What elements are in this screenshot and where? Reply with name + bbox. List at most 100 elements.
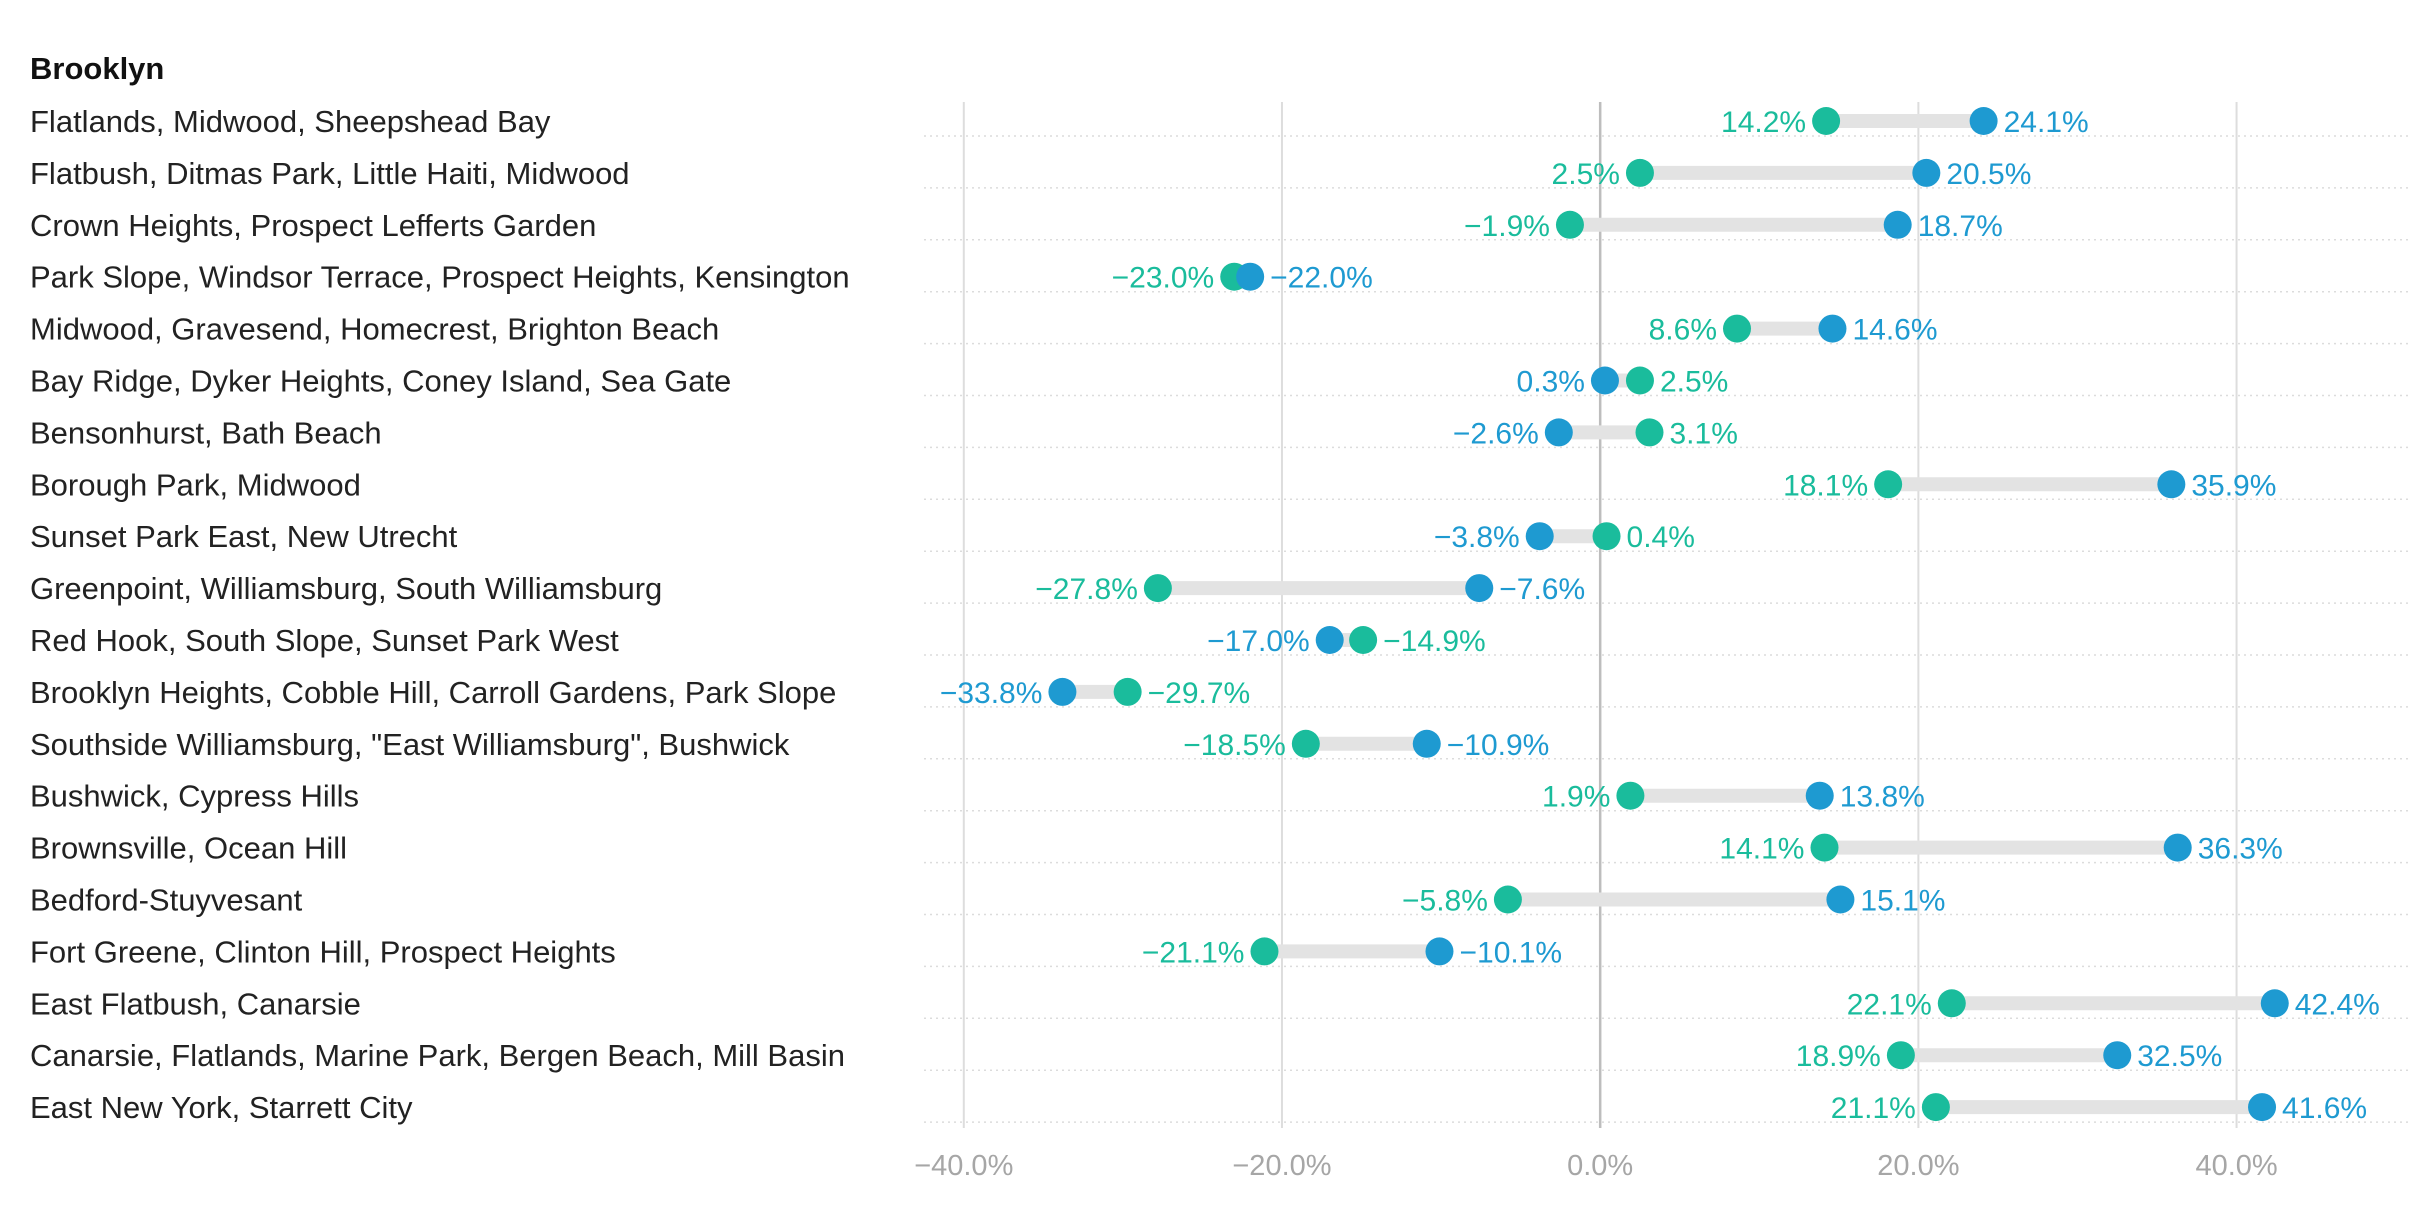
- grid-layer: [924, 102, 2410, 1128]
- x-axis-ticks: −40.0% −20.0% 0.0% 20.0% 40.0%: [914, 1150, 2278, 1182]
- blue-value-label: −33.8%: [940, 677, 1043, 710]
- green-dot: [1810, 833, 1839, 862]
- blue-dot: [2157, 470, 2186, 499]
- row-group: Midwood, Gravesend, Homecrest, Brighton …: [30, 312, 1938, 347]
- blue-dot: [1805, 781, 1834, 810]
- row-label: Bushwick, Cypress Hills: [30, 779, 359, 814]
- blue-dot: [1315, 626, 1344, 654]
- blue-value-label: −7.6%: [1499, 573, 1585, 606]
- blue-value-label: −17.0%: [1207, 625, 1310, 658]
- blue-dot: [1525, 522, 1554, 551]
- green-dot: [1250, 937, 1279, 966]
- row-group: East Flatbush, Canarsie 22.1% 42.4%: [30, 986, 2380, 1021]
- blue-value-label: 18.7%: [1918, 210, 2003, 243]
- blue-value-label: 20.5%: [1946, 158, 2031, 191]
- blue-value-label: −2.6%: [1453, 417, 1539, 450]
- row-group: Sunset Park East, New Utrecht 0.4% −3.8%: [30, 519, 1695, 554]
- green-value-label: −5.8%: [1402, 885, 1488, 918]
- rows-layer: Flatlands, Midwood, Sheepshead Bay 14.2% 2…: [30, 104, 2380, 1125]
- blue-dot: [1425, 937, 1454, 966]
- row-group: Brooklyn Heights, Cobble Hill, Carroll G…: [30, 675, 1250, 710]
- green-dot: [1921, 1093, 1950, 1122]
- blue-dot: [1883, 210, 1912, 239]
- green-value-label: 0.4%: [1627, 521, 1695, 554]
- green-value-label: 8.6%: [1649, 314, 1717, 347]
- row-group: Flatlands, Midwood, Sheepshead Bay 14.2% 2…: [30, 104, 2089, 139]
- blue-dot: [1236, 262, 1265, 291]
- green-dot: [1616, 781, 1645, 810]
- row-group: Park Slope, Windsor Terrace, Prospect He…: [30, 260, 1373, 295]
- green-value-label: 21.1%: [1831, 1092, 1916, 1125]
- row-group: Greenpoint, Williamsburg, South Williams…: [30, 571, 1585, 606]
- green-dot: [1874, 470, 1903, 499]
- blue-dot: [2248, 1093, 2277, 1122]
- row-group: Bay Ridge, Dyker Heights, Coney Island, …: [30, 364, 1728, 399]
- x-tick-label: −40.0%: [914, 1150, 1013, 1182]
- row-label: Bensonhurst, Bath Beach: [30, 415, 382, 450]
- blue-value-label: −10.9%: [1447, 729, 1550, 762]
- row-group: Bushwick, Cypress Hills 1.9% 13.8%: [30, 779, 1925, 814]
- row-group: Flatbush, Ditmas Park, Little Haiti, Mid…: [30, 156, 2031, 191]
- green-value-label: 22.1%: [1847, 988, 1932, 1021]
- blue-value-label: −3.8%: [1434, 521, 1520, 554]
- blue-value-label: 41.6%: [2282, 1092, 2367, 1125]
- blue-dot: [2163, 833, 2192, 862]
- row-label: East Flatbush, Canarsie: [30, 986, 361, 1021]
- blue-value-label: 24.1%: [2004, 106, 2089, 139]
- row-group: Bensonhurst, Bath Beach 3.1% −2.6%: [30, 415, 1738, 450]
- group-title: Brooklyn: [30, 51, 164, 86]
- green-value-label: 2.5%: [1552, 158, 1620, 191]
- row-label: Brownsville, Ocean Hill: [30, 831, 347, 866]
- green-dot: [1886, 1041, 1915, 1070]
- blue-dot: [1912, 158, 1941, 187]
- green-value-label: 18.9%: [1796, 1040, 1881, 1073]
- blue-value-label: 15.1%: [1860, 885, 1945, 918]
- blue-dot: [1465, 574, 1494, 603]
- row-label: Greenpoint, Williamsburg, South Williams…: [30, 571, 662, 606]
- row-label: East New York, Starrett City: [30, 1090, 413, 1125]
- green-value-label: 18.1%: [1783, 469, 1868, 502]
- green-dot: [1555, 210, 1584, 239]
- blue-dot: [1544, 418, 1573, 447]
- row-label: Park Slope, Windsor Terrace, Prospect He…: [30, 260, 850, 295]
- x-tick-label: 0.0%: [1567, 1150, 1633, 1182]
- blue-dot: [2103, 1041, 2132, 1070]
- blue-dot: [1818, 314, 1847, 343]
- row-label: Flatbush, Ditmas Park, Little Haiti, Mid…: [30, 156, 630, 191]
- blue-dot: [1048, 677, 1077, 706]
- green-value-label: −27.8%: [1035, 573, 1138, 606]
- blue-value-label: −22.0%: [1270, 262, 1373, 295]
- blue-value-label: 42.4%: [2295, 988, 2380, 1021]
- green-dot: [1723, 314, 1752, 343]
- green-value-label: −21.1%: [1142, 936, 1245, 969]
- row-label: Midwood, Gravesend, Homecrest, Brighton …: [30, 312, 719, 347]
- row-group: Canarsie, Flatlands, Marine Park, Bergen…: [30, 1038, 2222, 1073]
- blue-value-label: 13.8%: [1840, 781, 1925, 814]
- row-label: Fort Greene, Clinton Hill, Prospect Heig…: [30, 934, 616, 969]
- row-group: Southside Williamsburg, "East Williamsbu…: [30, 727, 1549, 762]
- green-value-label: −23.0%: [1112, 262, 1215, 295]
- blue-dot: [1826, 885, 1855, 914]
- x-tick-label: 20.0%: [1877, 1150, 1959, 1182]
- green-value-label: 14.2%: [1721, 106, 1806, 139]
- green-value-label: −1.9%: [1464, 210, 1550, 243]
- green-dot: [1625, 366, 1654, 395]
- row-label: Flatlands, Midwood, Sheepshead Bay: [30, 104, 551, 139]
- blue-dot: [1969, 107, 1998, 135]
- x-tick-label: −20.0%: [1232, 1150, 1331, 1182]
- row-label: Brooklyn Heights, Cobble Hill, Carroll G…: [30, 675, 836, 710]
- green-value-label: 2.5%: [1660, 366, 1728, 399]
- x-tick-label: 40.0%: [2195, 1150, 2277, 1182]
- green-value-label: 3.1%: [1669, 417, 1737, 450]
- blue-value-label: 32.5%: [2137, 1040, 2222, 1073]
- row-group: Borough Park, Midwood 18.1% 35.9%: [30, 467, 2276, 502]
- green-value-label: −29.7%: [1148, 677, 1251, 710]
- row-group: Crown Heights, Prospect Lefferts Garden −…: [30, 208, 2003, 243]
- green-dot: [1143, 574, 1172, 603]
- row-label: Bay Ridge, Dyker Heights, Coney Island, …: [30, 364, 731, 399]
- green-dot: [1937, 989, 1966, 1018]
- blue-dot: [2260, 989, 2289, 1018]
- blue-value-label: 0.3%: [1517, 366, 1585, 399]
